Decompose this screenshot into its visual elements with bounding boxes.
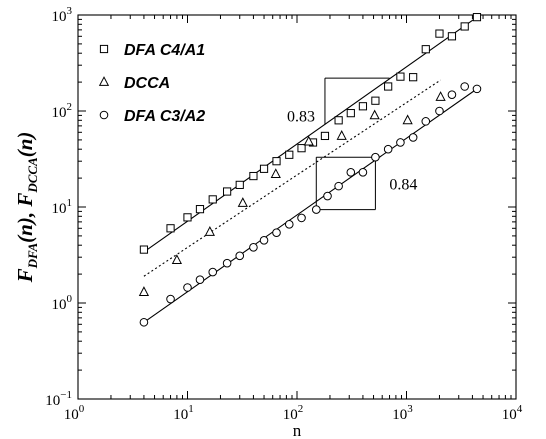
data-point-square (249, 171, 258, 181)
legend-marker-circle (99, 110, 109, 120)
data-point-square (195, 205, 205, 214)
data-point-circle (249, 243, 258, 252)
axis-labels: n FDFA(n), FDCCA(n) (13, 132, 302, 439)
data-point-circle (383, 144, 393, 154)
data-point-triangle (303, 135, 314, 146)
data-point-circle (371, 152, 380, 162)
data-point-square (297, 144, 306, 153)
data-point-circle (222, 258, 232, 268)
data-point-square (409, 73, 418, 82)
x-tick-label: 103 (392, 403, 413, 423)
data-point-square (139, 245, 149, 254)
data-point-circle (311, 205, 321, 214)
slope-annotations: 0.83 0.84 (287, 77, 417, 211)
data-point-circle (139, 317, 149, 327)
legend: DFA C4/A1 DCCA DFA C3/A2 (98, 42, 205, 125)
data-point-square (396, 72, 405, 81)
legend-label: DFA C3/A2 (124, 108, 205, 125)
data-point-square (447, 32, 457, 41)
data-point-circle (259, 235, 269, 245)
data-point-circle (358, 167, 368, 177)
data-point-square (472, 13, 482, 22)
y-tick-label: 10−1 (45, 389, 72, 409)
data-point-square (334, 116, 343, 125)
data-point-circle (166, 294, 175, 304)
data-point-square (320, 131, 330, 141)
data-point-circle (235, 251, 245, 261)
y-tick-label: 103 (52, 5, 73, 25)
y-tick-label: 102 (52, 101, 73, 121)
slope-label: 0.84 (389, 176, 417, 193)
data-point-square (460, 22, 469, 31)
data-point-square (435, 29, 444, 38)
slope-label: 0.83 (287, 108, 315, 125)
data-point-square (346, 109, 355, 118)
data-point-circle (208, 267, 218, 277)
data-point-square (183, 213, 192, 222)
data-point-circle (460, 82, 469, 91)
data-point-circle (334, 181, 343, 191)
data-point-circle (435, 106, 444, 116)
data-markers (138, 13, 482, 327)
data-point-triangle (336, 130, 347, 140)
data-point-square (272, 157, 281, 166)
data-point-square (208, 195, 217, 204)
x-tick-label: 100 (64, 403, 85, 423)
data-point-circle (396, 138, 405, 147)
data-point-square (235, 180, 244, 189)
data-point-circle (297, 213, 306, 223)
data-point-square (358, 102, 368, 111)
data-point-circle (447, 90, 457, 99)
data-point-circle (195, 275, 205, 284)
data-point-circle (272, 228, 281, 237)
y-axis-label: FDFA(n), FDCCA(n) (13, 132, 40, 284)
fit-lines (143, 16, 478, 323)
data-point-square (285, 150, 294, 159)
data-point-square (384, 82, 393, 91)
data-point-triangle (204, 226, 215, 236)
data-point-triangle (435, 91, 446, 101)
data-point-triangle (270, 168, 281, 179)
y-tick-label: 100 (52, 293, 73, 313)
data-point-square (421, 45, 430, 54)
data-point-circle (421, 117, 431, 126)
data-point-square (371, 96, 380, 105)
data-point-triangle (237, 197, 248, 207)
plot-border (77, 14, 517, 400)
fit-line-2 (143, 79, 441, 277)
legend-label: DFA C4/A1 (124, 42, 205, 59)
data-point-circle (408, 133, 418, 142)
data-point-circle (472, 84, 482, 94)
data-point-triangle (138, 286, 150, 296)
data-point-circle (183, 283, 192, 292)
data-point-circle (346, 167, 356, 177)
x-tick-label: 104 (502, 403, 523, 423)
legend-marker-square (99, 44, 109, 54)
data-point-triangle (369, 109, 380, 120)
data-point-circle (284, 220, 294, 229)
legend-label: DCCA (124, 75, 170, 92)
data-point-triangle (402, 114, 413, 125)
data-point-square (223, 187, 232, 196)
x-tick-label: 102 (283, 403, 304, 423)
data-point-triangle (171, 254, 183, 264)
legend-marker-triangle (98, 76, 110, 86)
plot-frame (77, 14, 517, 400)
data-point-square (259, 164, 269, 173)
axis-ticks (77, 14, 517, 400)
x-tick-label: 101 (173, 403, 194, 423)
y-tick-label: 101 (52, 197, 73, 217)
data-point-square (166, 224, 175, 233)
data-point-circle (323, 191, 332, 201)
x-axis-label: n (293, 421, 302, 439)
